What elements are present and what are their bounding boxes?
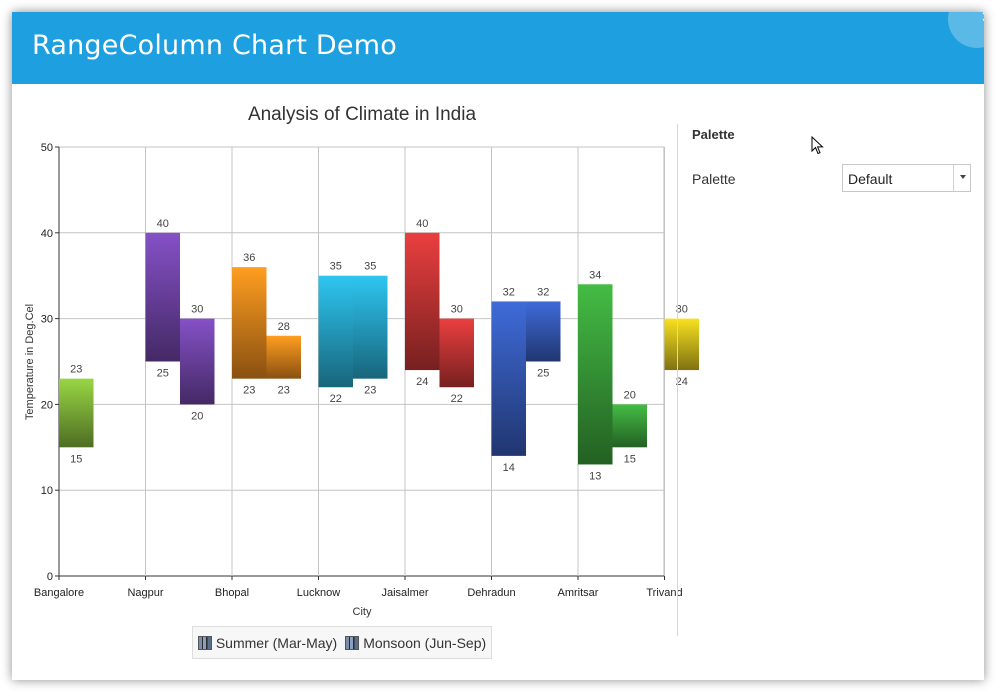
- x-tick-label: Jaisalmer: [381, 587, 428, 599]
- x-tick-label: Bhopal: [215, 587, 249, 599]
- data-label-high: 35: [364, 261, 376, 273]
- x-tick-label: Dehradun: [467, 587, 515, 599]
- mouse-cursor-icon: [811, 136, 824, 155]
- range-bar-monsoon-nagpur[interactable]: [180, 318, 215, 405]
- y-tick-label: 50: [41, 142, 53, 154]
- data-label-low: 24: [416, 376, 428, 388]
- data-label-high: 40: [416, 218, 428, 230]
- data-label-high: 35: [330, 261, 342, 273]
- data-label-low: 15: [624, 453, 636, 465]
- data-label-low: 23: [243, 385, 255, 397]
- data-label-high: 30: [676, 304, 688, 316]
- data-label-low: 25: [157, 368, 169, 380]
- legend-swatch-icon: [197, 635, 212, 650]
- x-tick-label: Lucknow: [297, 587, 340, 599]
- window-title: RangeColumn Chart Demo: [32, 30, 397, 61]
- chart-legend: Summer (Mar-May) Monsoon (Jun-Sep): [192, 626, 492, 659]
- range-bar-summer-bhopal[interactable]: [232, 267, 267, 379]
- legend-label: Monsoon (Jun-Sep): [363, 634, 487, 651]
- data-label-low: 22: [330, 393, 342, 405]
- data-label-high: 36: [243, 252, 255, 264]
- data-label-low: 25: [537, 368, 549, 380]
- x-tick-label: Amritsar: [558, 587, 599, 599]
- close-icon[interactable]: ✕: [972, 12, 984, 26]
- data-label-high: 32: [503, 286, 515, 298]
- y-axis-label: Temperature in Deg.Cel: [24, 304, 36, 420]
- y-tick-label: 10: [41, 485, 53, 497]
- panel-heading: Palette: [692, 127, 735, 142]
- data-label-high: 40: [157, 218, 169, 230]
- data-label-high: 34: [589, 269, 601, 281]
- range-bar-monsoon-lucknow[interactable]: [353, 275, 388, 379]
- x-tick-label: Bangalore: [34, 587, 84, 599]
- range-bar-summer-bangalore[interactable]: [59, 378, 94, 448]
- data-label-high: 23: [70, 364, 82, 376]
- data-label-low: 20: [191, 410, 203, 422]
- x-tick-label: Trivand: [646, 587, 682, 599]
- range-bar-monsoon-jaisalmer[interactable]: [439, 318, 475, 388]
- data-label-low: 14: [503, 462, 515, 474]
- x-tick-label: Nagpur: [127, 587, 163, 599]
- chevron-down-icon[interactable]: [960, 175, 966, 179]
- range-bar-monsoon-bhopal[interactable]: [266, 335, 302, 379]
- range-bar-monsoon-dehradun[interactable]: [526, 301, 561, 362]
- data-label-low: 23: [364, 385, 376, 397]
- data-label-high: 30: [191, 304, 203, 316]
- legend-label: Summer (Mar-May): [215, 634, 338, 651]
- data-label-high: 20: [624, 389, 636, 401]
- range-bar-summer-jaisalmer[interactable]: [405, 232, 440, 371]
- data-label-low: 13: [589, 470, 601, 482]
- data-label-high: 30: [451, 304, 463, 316]
- y-tick-label: 40: [41, 228, 53, 240]
- range-bar-summer-dehradun[interactable]: [491, 301, 527, 456]
- legend-item-monsoon[interactable]: Monsoon (Jun-Sep): [345, 635, 486, 651]
- chart-title: Analysis of Climate in India: [247, 104, 477, 125]
- y-tick-label: 0: [47, 571, 53, 583]
- data-label-low: 22: [451, 393, 463, 405]
- range-bar-summer-nagpur[interactable]: [145, 232, 181, 362]
- legend-swatch-icon: [345, 635, 360, 650]
- data-label-low: 23: [278, 385, 290, 397]
- data-label-low: 15: [70, 453, 82, 465]
- chart-area: Analysis of Climate in India: [12, 84, 674, 664]
- select-separator: [953, 165, 954, 191]
- palette-select-value: Default: [848, 171, 893, 187]
- palette-label: Palette: [692, 171, 736, 187]
- panel-divider: [677, 124, 678, 636]
- y-tick-label: 20: [41, 399, 53, 411]
- x-axis-label: City: [353, 606, 372, 618]
- data-label-high: 32: [537, 286, 549, 298]
- data-label-high: 28: [278, 321, 290, 333]
- title-bar: RangeColumn Chart Demo ✕: [12, 12, 984, 84]
- data-label-low: 24: [676, 376, 688, 388]
- palette-select[interactable]: Default: [842, 164, 971, 192]
- y-tick-label: 30: [41, 314, 53, 326]
- range-bar-summer-amritsar[interactable]: [578, 284, 613, 465]
- range-bar-monsoon-amritsar[interactable]: [612, 404, 648, 448]
- range-bar-summer-trivand[interactable]: [664, 318, 700, 371]
- legend-item-summer[interactable]: Summer (Mar-May): [197, 634, 338, 651]
- range-bar-summer-lucknow[interactable]: [318, 275, 354, 388]
